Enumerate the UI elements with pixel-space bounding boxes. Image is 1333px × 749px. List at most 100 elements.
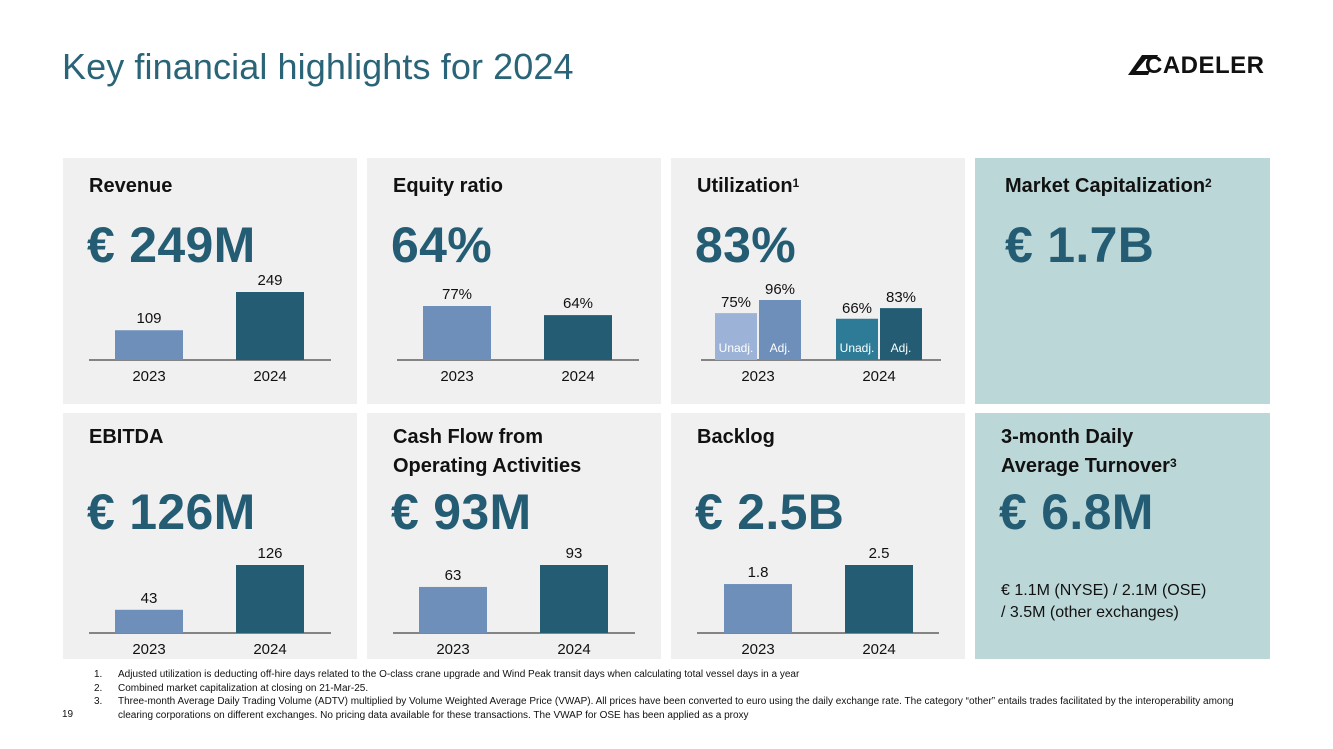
chart-bar-2023 (423, 306, 491, 360)
footnote-number: 2. (94, 682, 103, 694)
chart-year-label: 2024 (561, 368, 594, 385)
chart-data-label: 126 (257, 545, 282, 562)
chart-bar-2024-unadj (836, 318, 878, 360)
card-title-text: Utilization (697, 175, 793, 197)
headline-value: € 6.8M (999, 484, 1154, 540)
chart-bar-inner-label: Unadj. (719, 341, 754, 355)
chart-bar-2023 (724, 584, 792, 633)
card-title: Cash Flow from Operating Activities (393, 423, 581, 481)
footnote-1: 1. Adjusted utilization is deducting off-… (94, 668, 1269, 682)
revenue-card: Revenue € 249M 109 2023 249 2024 (63, 158, 357, 404)
chart-year-label: 2023 (132, 641, 165, 658)
chart-data-label: 63 (445, 567, 462, 584)
backlog-chart: 1.8 2023 2.5 2024 (697, 545, 939, 658)
footnote-number: 3. (94, 696, 103, 708)
ebitda-chart: 43 2023 126 2024 (89, 545, 331, 658)
chart-year-label: 2024 (253, 368, 286, 385)
chart-data-label: 1.8 (748, 564, 769, 581)
chart-data-label: 75% (721, 294, 751, 311)
chart-bar-2024 (845, 565, 913, 633)
chart-bar-inner-label: Adj. (891, 341, 912, 355)
headline-value: € 2.5B (695, 484, 845, 540)
daily-turnover-card: 3-month Daily Average Turnover3 € 6.8M (975, 413, 1270, 659)
turnover-breakdown-line-1: € 1.1M (NYSE) / 2.1M (OSE) (1001, 582, 1207, 599)
chart-data-label: 83% (886, 289, 916, 306)
page-title: Key financial highlights for 2024 (62, 46, 574, 87)
equity-ratio-card: Equity ratio 64% 77% 2023 64% 2024 (367, 158, 661, 404)
card-title: Revenue (89, 175, 173, 197)
chart-data-label: 93 (566, 545, 583, 562)
chart-data-label: 43 (141, 590, 158, 607)
footnote-number: 1. (94, 669, 103, 680)
card-title: EBITDA (89, 426, 164, 448)
headline-value: € 249M (87, 217, 256, 273)
chart-bar-2024 (236, 565, 304, 633)
chart-bar-2024 (236, 292, 304, 360)
headline-value: 64% (391, 217, 492, 273)
backlog-card: Backlog € 2.5B 1.8 2023 2.5 2024 (671, 413, 965, 659)
chart-bar-inner-label: Unadj. (840, 341, 875, 355)
logo-text: CADELER (1145, 52, 1265, 79)
card-title: Backlog (697, 426, 775, 448)
headline-value: € 126M (87, 484, 256, 540)
chart-year-label: 2024 (862, 368, 895, 385)
chart-year-label: 2023 (436, 641, 469, 658)
chart-year-label: 2024 (557, 641, 590, 658)
revenue-chart: 109 2023 249 2024 (89, 272, 331, 385)
footnotes: 1. Adjusted utilization is deducting off-… (94, 668, 1269, 722)
logo-mark-icon (1128, 55, 1158, 75)
card-title-line-2: Average Turnover3 (1001, 452, 1177, 481)
chart-bar-2023 (115, 330, 183, 360)
chart-year-label: 2023 (741, 641, 774, 658)
chart-year-label: 2024 (253, 641, 286, 658)
chart-bar-2024 (540, 565, 608, 633)
card-title: Utilization1 (697, 172, 799, 201)
card-title-text: Market Capitalization (1005, 175, 1206, 197)
chart-data-label: 77% (442, 286, 472, 303)
page-number: 19 (62, 709, 74, 720)
card-title: Equity ratio (393, 175, 504, 197)
utilization-card: Utilization1 83% 75% Unadj. 96% Adj. 2023 66%… (671, 158, 965, 404)
headline-value: € 93M (391, 484, 532, 540)
chart-bar-2023-adj (759, 300, 801, 360)
footnote-text: Combined market capitalization at closin… (118, 682, 369, 694)
chart-bar-2023 (115, 609, 183, 633)
turnover-breakdown-line-2: / 3.5M (other exchanges) (1001, 604, 1179, 621)
chart-year-label: 2023 (741, 368, 774, 385)
chart-bar-2024 (544, 315, 612, 360)
chart-bar-2024-adj (880, 308, 922, 360)
chart-data-label: 66% (842, 300, 872, 317)
chart-data-label: 64% (563, 295, 593, 312)
chart-year-label: 2023 (132, 368, 165, 385)
card-title-text: Average Turnover (1001, 455, 1170, 477)
card-title-line-1: 3-month Daily (1001, 426, 1134, 448)
chart-data-label: 96% (765, 281, 795, 298)
cash-flow-card: Cash Flow from Operating Activities € 93… (367, 413, 661, 659)
footnote-text: Three-month Average Daily Trading Volume… (118, 696, 1234, 721)
utilization-chart: 75% Unadj. 96% Adj. 2023 66% Unadj. 83% Adj. 2024 (701, 281, 941, 385)
footnote-text: Adjusted utilization is deducting off-hi… (118, 669, 800, 680)
ebitda-card: EBITDA € 126M 43 2023 126 2024 (63, 413, 357, 659)
footnote-2: 2. Combined market capitalization at clos… (94, 682, 1269, 696)
market-cap-card: Market Capitalization2 € 1.7B (975, 158, 1270, 404)
chart-data-label: 2.5 (869, 545, 890, 562)
chart-year-label: 2023 (440, 368, 473, 385)
chart-year-label: 2024 (862, 641, 895, 658)
chart-data-label: 249 (257, 272, 282, 289)
footnote-ref: 2 (1205, 176, 1212, 190)
chart-bar-inner-label: Adj. (770, 341, 791, 355)
headline-value: € 1.7B (1005, 217, 1155, 273)
cash-flow-chart: 63 2023 93 2024 (393, 545, 635, 658)
card-title: Market Capitalization2 (1005, 172, 1212, 201)
chart-data-label: 109 (136, 310, 161, 327)
footnote-3: 3. Three-month Average Daily Trading Volu… (94, 695, 1269, 722)
footnote-ref: 3 (1169, 456, 1177, 470)
equity-ratio-chart: 77% 2023 64% 2024 (397, 286, 639, 385)
card-title: 3-month Daily Average Turnover3 (1001, 423, 1177, 481)
cadeler-logo: CADELER (1128, 52, 1270, 79)
chart-bar-2023-unadj (715, 313, 757, 360)
headline-value: 83% (695, 217, 796, 273)
chart-bar-2023 (419, 586, 487, 633)
footnote-ref: 1 (792, 176, 800, 190)
card-title-line-1: Cash Flow from (393, 426, 544, 448)
